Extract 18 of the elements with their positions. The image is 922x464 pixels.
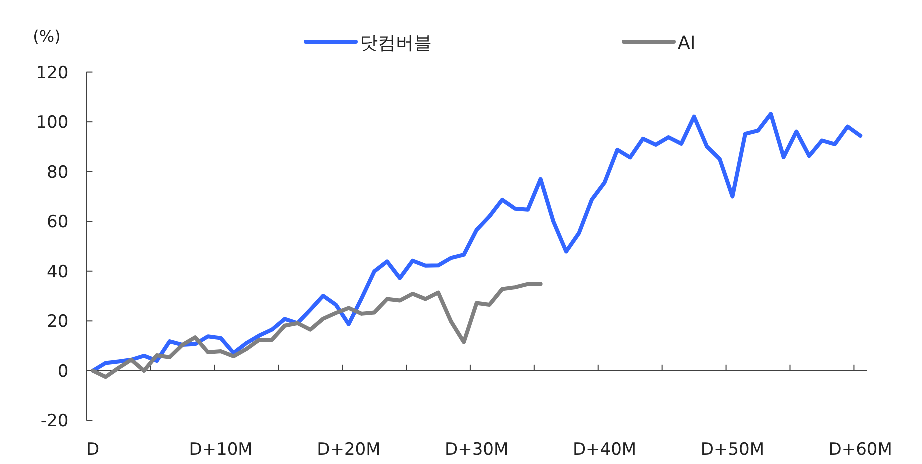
x-tick-label: D+60M [828,440,892,460]
y-tick-label: 100 [36,113,69,134]
x-tick-label: D [86,440,100,460]
y-tick-label: 40 [47,262,69,282]
y-tick-label: -20 [40,412,69,432]
y-tick-label: 120 [36,63,69,84]
x-tick-label: D+10M [189,440,253,460]
y-axis-title: (%) [33,27,61,46]
x-tick-label: D+30M [445,440,509,460]
x-tick-label: D+50M [700,440,765,460]
legend-label: 닷컴버블 [360,33,432,54]
y-tick-label: 60 [47,212,69,233]
y-tick-label: 0 [58,362,69,382]
x-tick-label: D+20M [317,440,381,460]
y-tick-label: 80 [47,162,69,183]
y-tick-label: 20 [47,312,69,332]
legend-label: AI [678,33,696,54]
x-tick-label: D+40M [572,440,637,460]
